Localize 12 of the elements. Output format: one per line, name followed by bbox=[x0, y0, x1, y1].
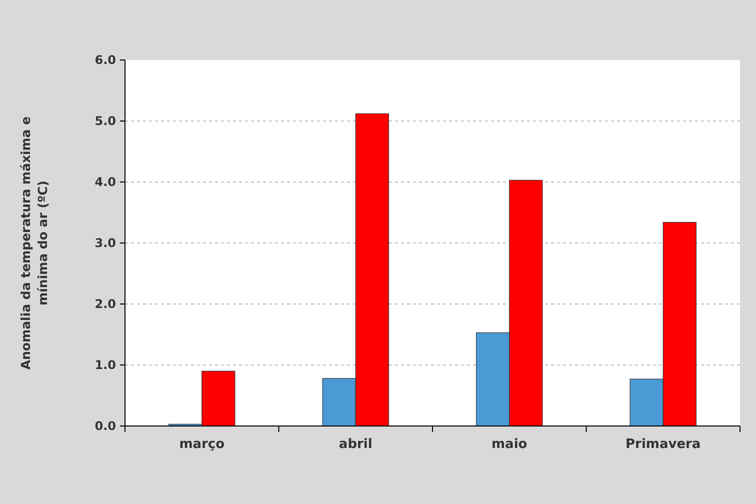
x-tick-label: março bbox=[179, 437, 225, 452]
y-tick-label: 0.0 bbox=[94, 419, 116, 434]
y-tick-label: 2.0 bbox=[94, 297, 116, 312]
x-tick-label: maio bbox=[492, 437, 528, 452]
y-tick-label: 4.0 bbox=[94, 175, 116, 190]
y-tick-label: 1.0 bbox=[94, 358, 116, 372]
y-tick-label: 5.0 bbox=[94, 114, 116, 128]
y-axis-title: Anomalia da temperatura máxima e mínima do ar (ºC) bbox=[18, 116, 50, 370]
y-tick-label: 6.0 bbox=[94, 53, 116, 68]
x-tick-label: Primavera bbox=[626, 437, 701, 452]
y-tick-label: 3.0 bbox=[94, 236, 116, 250]
x-tick-label: abril bbox=[338, 437, 372, 452]
